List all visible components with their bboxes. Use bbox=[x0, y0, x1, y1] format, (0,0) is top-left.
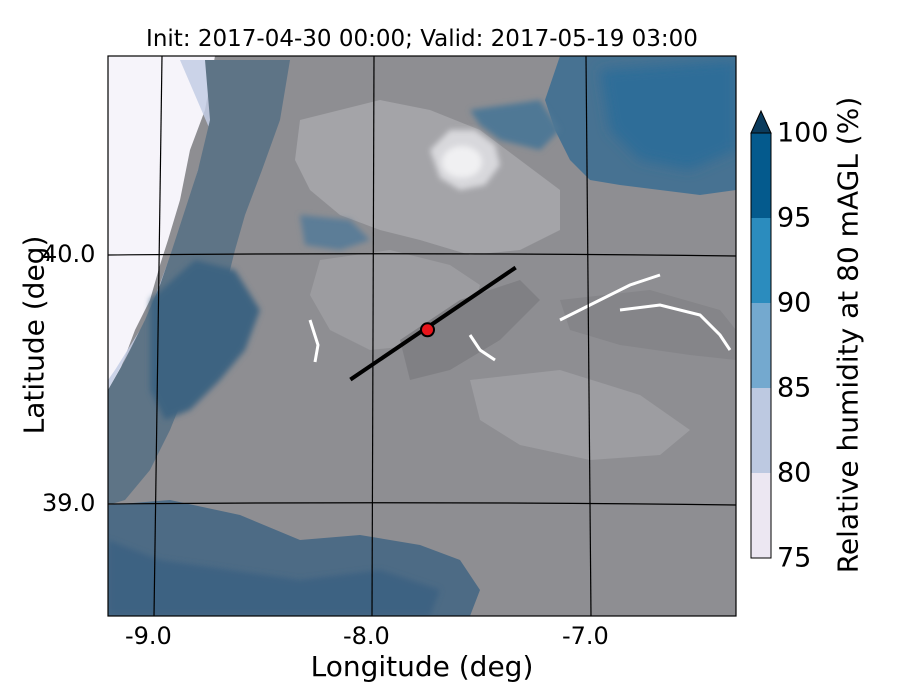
x-axis-label: Longitude (deg) bbox=[310, 650, 534, 683]
map-frame bbox=[107, 55, 737, 617]
colorbar-tick-label: 95 bbox=[777, 202, 812, 234]
humidity-field bbox=[108, 56, 736, 616]
colorbar-label: Relative humidity at 80 mAGL (%) bbox=[831, 96, 865, 574]
meridian-line bbox=[153, 56, 163, 616]
y-tick-label: 39.0 bbox=[42, 489, 96, 517]
colorbar-segment bbox=[751, 473, 771, 558]
x-tick-label: -9.0 bbox=[125, 622, 172, 650]
location-marker bbox=[420, 322, 436, 338]
y-tick-label: 40.0 bbox=[42, 240, 96, 268]
colorbar-segment bbox=[751, 133, 771, 218]
colorbar-extend-arrow bbox=[750, 109, 772, 134]
colorbar-segment bbox=[751, 218, 771, 303]
transect-line bbox=[349, 265, 517, 382]
y-axis-label: Latitude (deg) bbox=[17, 235, 51, 435]
colorbar bbox=[750, 109, 772, 559]
colorbar-tick-label: 80 bbox=[777, 457, 812, 489]
meridian-line bbox=[371, 56, 375, 616]
parallel-line bbox=[108, 253, 736, 257]
colorbar-frame bbox=[750, 132, 772, 559]
colorbar-tick-label: 90 bbox=[777, 287, 812, 319]
graticule bbox=[108, 56, 736, 616]
parallel-line bbox=[108, 502, 736, 506]
x-tick-label: -7.0 bbox=[562, 622, 609, 650]
colorbar-tick-label: 75 bbox=[777, 542, 812, 574]
map-title: Init: 2017-04-30 00:00; Valid: 2017-05-1… bbox=[146, 26, 698, 52]
colorbar-tick-label: 85 bbox=[777, 372, 812, 404]
colorbar-segment bbox=[751, 388, 771, 473]
colorbar-tick-label: 100 bbox=[777, 117, 829, 149]
colorbar-segment bbox=[751, 303, 771, 388]
x-tick-label: -8.0 bbox=[343, 622, 390, 650]
meridian-line bbox=[585, 56, 592, 616]
